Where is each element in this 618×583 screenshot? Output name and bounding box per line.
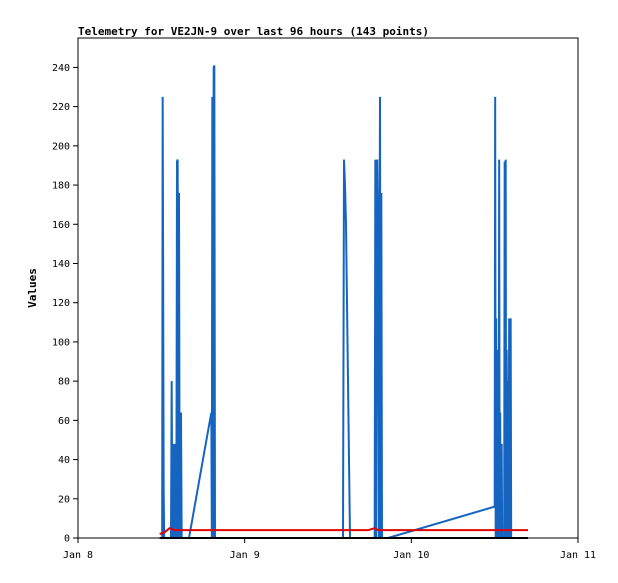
- y-axis-label: Values: [26, 268, 39, 308]
- y-tick-label: 80: [58, 377, 70, 388]
- series-layer: [159, 65, 528, 539]
- y-tick-label: 20: [58, 494, 70, 505]
- y-tick-label: 160: [52, 220, 70, 231]
- y-tick-label: 100: [52, 337, 70, 348]
- y-tick-label: 180: [52, 181, 70, 192]
- y-tick-label: 140: [52, 259, 70, 270]
- x-tick-label: Jan 8: [63, 550, 93, 561]
- y-tick-label: 200: [52, 141, 70, 152]
- series-line-1: [159, 527, 528, 536]
- y-tick-label: 240: [52, 63, 70, 74]
- x-tick-label: Jan 9: [230, 550, 260, 561]
- y-axis-ticks: 0 20 40 60 80 100 120 140 160 180 200 220 240: [52, 63, 78, 545]
- chart-title: Telemetry for VE2JN-9 over last 96 hours…: [78, 25, 429, 38]
- x-tick-label: Jan 11: [560, 550, 596, 561]
- y-tick-label: 220: [52, 102, 70, 113]
- y-tick-label: 0: [64, 534, 70, 545]
- x-axis-ticks: Jan 8 Jan 9 Jan 10 Jan 11: [63, 538, 596, 561]
- x-tick-label: Jan 10: [393, 550, 429, 561]
- plot-area: [77, 37, 579, 539]
- y-tick-label: 120: [52, 298, 70, 309]
- y-tick-label: 60: [58, 416, 70, 427]
- y-tick-label: 40: [58, 455, 70, 466]
